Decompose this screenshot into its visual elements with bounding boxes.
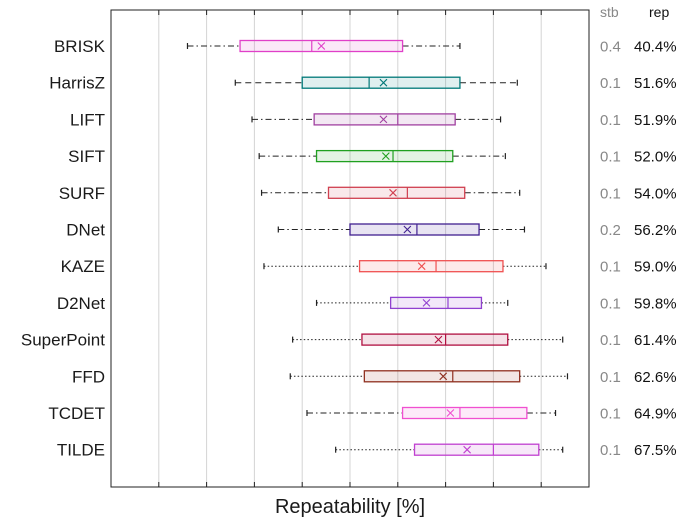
rep-value: 62.6% (634, 369, 677, 386)
rep-value: 40.4% (634, 39, 677, 56)
mean-marker (446, 409, 455, 417)
category-label: DNet (66, 221, 105, 240)
stb-value: 0.4 (600, 39, 621, 56)
box-iqr (413, 443, 540, 456)
box-iqr (327, 186, 466, 199)
stb-value: 0.1 (600, 442, 621, 459)
mean-marker (439, 372, 448, 381)
rep-value: 51.9% (634, 112, 677, 129)
stb-value: 0.1 (600, 259, 621, 276)
category-label: HarrisZ (49, 74, 105, 93)
box-brisk (186, 39, 461, 53)
mean-marker (434, 335, 443, 344)
stb-value: 0.1 (600, 185, 621, 202)
rep-value: 56.2% (634, 222, 677, 239)
category-label: TILDE (57, 441, 105, 460)
box-iqr (315, 149, 454, 163)
box-iqr (361, 333, 509, 346)
mean-marker (422, 299, 431, 307)
stb-value: 0.1 (600, 149, 621, 166)
mean-marker (379, 115, 388, 124)
category-label: SIFT (68, 147, 105, 166)
stb-value: 0.1 (600, 406, 621, 423)
box-lift (251, 113, 502, 126)
rep-column-header: rep (649, 4, 669, 20)
rep-value: 52.0% (634, 149, 677, 166)
value-columns: 0.4 40.4% 0.1 51.6% 0.1 51.9% 0.1 52.0% 0.1 54.0%… (600, 39, 677, 460)
box-d2net (315, 296, 509, 310)
box-iqr (363, 370, 521, 383)
box-iqr (389, 296, 483, 310)
stb-value: 0.1 (600, 75, 621, 92)
x-axis-label: Repeatability [%] (275, 496, 425, 518)
stb-value: 0.2 (600, 222, 621, 239)
box-tilde (335, 443, 564, 456)
mean-marker (317, 42, 326, 50)
plot-frame (110, 9, 590, 488)
box-tcdet (306, 406, 557, 420)
box-kaze (263, 260, 547, 273)
box-ffd (289, 370, 569, 383)
rep-value: 51.6% (634, 75, 677, 92)
category-label: SuperPoint (21, 331, 105, 350)
stb-value: 0.1 (600, 332, 621, 349)
category-label: LIFT (70, 110, 105, 129)
category-label: TCDET (48, 404, 105, 423)
category-label: SURF (59, 184, 105, 203)
category-label: BRISK (54, 37, 106, 56)
mean-marker (403, 225, 412, 234)
box-series (186, 39, 569, 456)
rep-value: 54.0% (634, 185, 677, 202)
mean-marker (379, 78, 388, 87)
box-superpoint (292, 333, 564, 346)
box-iqr (358, 260, 504, 273)
category-label: FFD (72, 367, 105, 386)
rep-value: 59.8% (634, 295, 677, 312)
box-iqr (349, 223, 480, 236)
stb-column-header: stb (600, 4, 619, 20)
box-iqr (401, 406, 528, 420)
stb-value: 0.1 (600, 369, 621, 386)
rep-value: 64.9% (634, 406, 677, 423)
rep-value: 61.4% (634, 332, 677, 349)
mean-marker (463, 445, 471, 454)
box-surf (260, 186, 521, 199)
box-iqr (313, 113, 456, 126)
category-labels: BRISK HarrisZ LIFT SIFT SURF DNet KAZE D2Net Sup… (21, 37, 106, 460)
stb-value: 0.1 (600, 295, 621, 312)
category-label: KAZE (61, 257, 105, 276)
mean-marker (389, 188, 397, 197)
category-label: D2Net (57, 294, 105, 313)
box-iqr (301, 76, 461, 89)
stb-value: 0.1 (600, 112, 621, 129)
box-dnet (277, 223, 526, 236)
mean-marker (417, 262, 426, 271)
box-sift (258, 149, 506, 163)
mean-marker (381, 152, 390, 160)
rep-value: 67.5% (634, 442, 677, 459)
rep-value: 59.0% (634, 259, 677, 276)
box-harrisz (234, 76, 518, 89)
